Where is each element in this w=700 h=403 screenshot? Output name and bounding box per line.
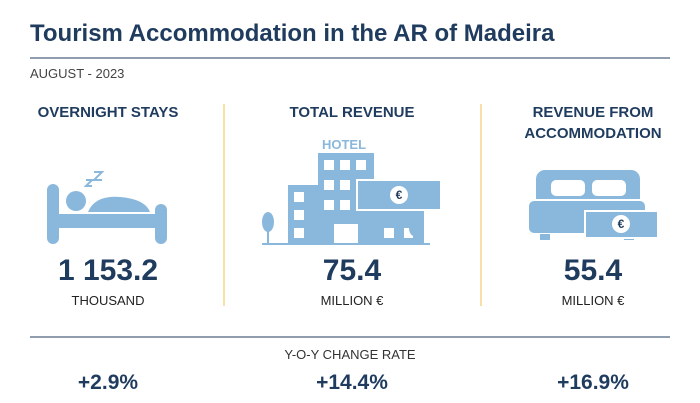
kpi-title: TOTAL REVENUE (289, 104, 415, 121)
kpi-unit: THOUSAND (71, 293, 145, 308)
hotel-icon: HOTEL € (262, 137, 442, 245)
kpi-change: +16.9% (557, 371, 629, 394)
title: Tourism Accommodation in the AR of Madei… (30, 20, 555, 47)
kpi-title: OVERNIGHT STAYS (37, 104, 179, 121)
bed-icon (47, 171, 167, 244)
kpi-value: 1 153.2 (57, 254, 159, 287)
change-label: Y-O-Y CHANGE RATE (284, 347, 416, 362)
kpi-value: 55.4 (563, 254, 623, 287)
hotel-sign: HOTEL (322, 137, 366, 152)
currency-symbol: € (396, 188, 403, 202)
kpi-unit: MILLION € (320, 293, 384, 308)
subtitle: AUGUST - 2023 (30, 66, 125, 81)
room-icon: € (527, 170, 659, 240)
currency-symbol: € (618, 217, 625, 231)
kpi-change: +2.9% (77, 371, 139, 394)
kpi-unit: MILLION € (561, 293, 625, 308)
kpi-value: 75.4 (322, 254, 382, 287)
kpi-change: +14.4% (316, 371, 388, 394)
kpi-title: REVENUE FROM ACCOMMODATION (524, 104, 662, 142)
